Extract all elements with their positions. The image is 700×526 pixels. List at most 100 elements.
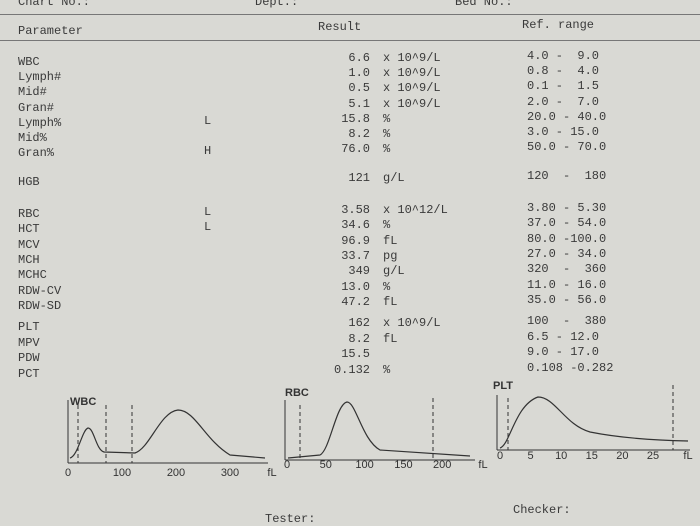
unit: x 10^9/L — [383, 51, 441, 65]
parameter-name: Gran# — [18, 100, 55, 115]
parameter-name: RBC — [18, 207, 40, 221]
unit: % — [383, 142, 391, 157]
result-value: 34.6 — [341, 218, 370, 233]
histogram-title: WBC — [70, 396, 96, 408]
ref-range: 50.0 - 70.0 — [527, 140, 607, 155]
histogram-tick-label: 100 — [355, 459, 373, 471]
result-value: 8.2 — [348, 127, 370, 141]
parameter-name: Mid% — [18, 131, 47, 145]
parameter-name: RDW-SD — [18, 298, 62, 313]
result-value: 3.58 — [341, 203, 370, 217]
unit: % — [383, 279, 391, 294]
rule — [0, 14, 700, 15]
result-value: 15.5 — [341, 347, 370, 361]
histogram-tick-label: 10 — [555, 450, 567, 462]
parameter-name: HCT — [18, 222, 40, 237]
ref-range: 80.0 -100.0 — [527, 231, 607, 246]
ref-range: 3.0 - 15.0 — [527, 125, 600, 139]
result-value: 349 — [348, 264, 370, 279]
parameter-name: HGB — [18, 175, 40, 189]
parameter-name: Gran% — [18, 146, 55, 161]
unit: % — [383, 111, 391, 126]
ref-range: 100 - 380 — [527, 314, 607, 328]
unit: x 10^9/L — [383, 66, 441, 81]
ref-range: 20.0 - 40.0 — [527, 109, 607, 124]
result-value: 47.2 — [341, 294, 370, 309]
unit: % — [383, 218, 391, 233]
parameter-name: MCH — [18, 252, 40, 267]
histogram-tick-label: 300 — [221, 467, 239, 479]
plt-curve — [499, 396, 689, 449]
unit: x 10^12/L — [383, 203, 448, 217]
chart-no-label: Chart No.: — [18, 0, 91, 9]
ref-range: 0.1 - 1.5 — [527, 79, 600, 94]
flag: L — [204, 220, 212, 235]
ref-range: 35.0 - 56.0 — [527, 292, 607, 307]
result-value: 5.1 — [348, 96, 370, 111]
unit: fL — [383, 233, 398, 248]
histogram-tick-label: 0 — [497, 450, 503, 462]
column-header: Parameter — [18, 24, 83, 38]
histogram-tick-label: fL — [683, 450, 692, 462]
unit: x 10^9/L — [383, 81, 441, 96]
result-value: 162 — [348, 316, 370, 330]
ref-range: 120 - 180 — [527, 169, 607, 183]
ref-range: 320 - 360 — [527, 262, 607, 277]
unit: g/L — [383, 171, 405, 185]
parameter-name: MCHC — [18, 268, 47, 283]
dept-label: Dept.: — [255, 0, 299, 9]
histogram-title: PLT — [493, 380, 513, 392]
result-value: 6.6 — [348, 51, 370, 65]
flag: L — [204, 113, 212, 128]
result-value: 121 — [348, 171, 370, 185]
ref-range: 3.80 - 5.30 — [527, 201, 607, 215]
ref-range: 2.0 - 7.0 — [527, 94, 600, 109]
ref-range: 0.8 - 4.0 — [527, 64, 600, 79]
histogram-tick-label: 200 — [433, 459, 451, 471]
histogram-tick-label: 200 — [167, 467, 185, 479]
histogram-tick-label: fL — [478, 459, 487, 471]
histogram-tick-label: 0 — [65, 467, 71, 479]
histogram-tick-label: 5 — [528, 450, 534, 462]
histogram-tick-label: 25 — [647, 450, 659, 462]
unit: fL — [383, 331, 398, 346]
histogram-tick-label: 15 — [586, 450, 598, 462]
parameter-name: PLT — [18, 320, 40, 334]
unit: x 10^9/L — [383, 316, 441, 330]
ref-range: 9.0 - 17.0 — [527, 345, 600, 359]
ref-range: 37.0 - 54.0 — [527, 216, 607, 231]
histogram-title: RBC — [285, 387, 309, 399]
ref-range: 6.5 - 12.0 — [527, 329, 600, 344]
rbc-curve — [287, 401, 471, 459]
parameter-name: RDW-CV — [18, 283, 62, 298]
bed-no-label: Bed No.: — [455, 0, 513, 9]
unit: % — [383, 127, 391, 141]
unit: g/L — [383, 264, 405, 279]
result-value: 0.5 — [348, 81, 370, 96]
parameter-name: Mid# — [18, 85, 47, 100]
flag: L — [204, 205, 212, 219]
parameter-name: WBC — [18, 55, 40, 69]
histogram-tick-label: 0 — [284, 459, 290, 471]
histogram-tick-label: 20 — [616, 450, 628, 462]
parameter-name: PDW — [18, 351, 40, 365]
parameter-name: MCV — [18, 237, 40, 252]
result-value: 0.132 — [333, 362, 370, 377]
unit: pg — [383, 248, 398, 263]
unit: % — [383, 362, 391, 377]
flag: H — [204, 144, 212, 159]
checker-label: Checker: — [513, 503, 571, 517]
result-value: 76.0 — [341, 142, 370, 157]
result-value: 15.8 — [341, 111, 370, 126]
histogram-tick-label: fL — [267, 467, 276, 479]
histogram-tick-label: 150 — [394, 459, 412, 471]
result-value: 33.7 — [341, 248, 370, 263]
ref-range: 4.0 - 9.0 — [527, 49, 600, 63]
ref-range: 27.0 - 34.0 — [527, 246, 607, 261]
result-value: 13.0 — [341, 279, 370, 294]
parameter-name: PCT — [18, 366, 40, 381]
unit: fL — [383, 294, 398, 309]
tester-label: Tester: — [265, 512, 316, 526]
